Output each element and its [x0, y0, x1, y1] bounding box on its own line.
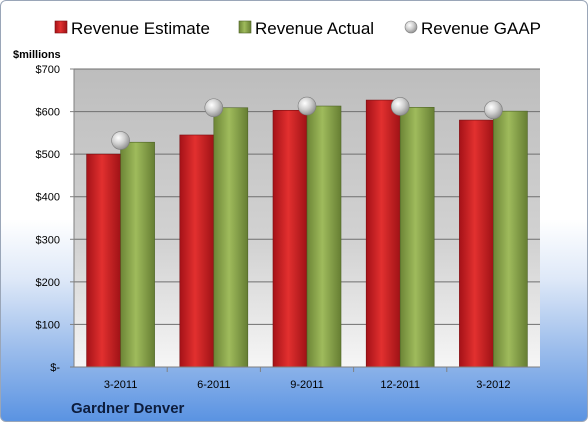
- marker-revenue-gaap: [111, 131, 130, 150]
- bar-revenue-actual: [213, 107, 249, 368]
- bar-revenue-estimate: [86, 153, 121, 368]
- marker-revenue-gaap: [297, 96, 317, 116]
- legend: Revenue Estimate Revenue Actual Revenue GA…: [54, 19, 541, 38]
- marker-revenue-gaap: [484, 100, 503, 120]
- gaap-markers: [111, 96, 503, 150]
- bar-revenue-actual: [306, 105, 342, 368]
- bar-revenue-actual: [120, 141, 155, 368]
- y-tick-label: $300: [36, 234, 60, 246]
- legend-swatch: [238, 20, 252, 34]
- marker-revenue-gaap: [390, 97, 410, 116]
- bar-revenue-estimate: [365, 99, 401, 368]
- bars: [86, 99, 528, 368]
- x-tick-label: 12-2011: [380, 379, 420, 391]
- y-tick-label: $600: [36, 107, 60, 119]
- company-name: Gardner Denver: [71, 400, 185, 417]
- legend-label: Revenue Actual: [255, 19, 374, 38]
- x-tick-label: 6-2011: [197, 379, 230, 391]
- bar-revenue-actual: [493, 110, 528, 368]
- y-tick-label: $-: [50, 362, 60, 374]
- x-tick-label: 3-2011: [104, 379, 137, 391]
- bar-revenue-estimate: [179, 134, 215, 368]
- legend-swatch: [404, 20, 418, 34]
- y-tick-label: $700: [36, 64, 60, 76]
- y-tick-label: $100: [36, 319, 60, 331]
- x-tick-label: 9-2011: [290, 379, 323, 391]
- legend-label: Revenue Estimate: [71, 19, 210, 38]
- legend-swatch: [54, 20, 68, 34]
- bar-revenue-estimate: [459, 119, 494, 368]
- y-axis: $- $100 $200 $300 $400 $500 $600 $700: [36, 64, 75, 374]
- x-axis: 3-2011 6-2011 9-2011 12-2011 3-2012: [74, 366, 540, 391]
- y-axis-title: $millions: [13, 49, 61, 61]
- y-tick-label: $200: [36, 277, 60, 289]
- legend-label: Revenue GAAP: [421, 19, 541, 38]
- bar-revenue-actual: [399, 107, 435, 368]
- marker-revenue-gaap: [204, 98, 224, 118]
- y-tick-label: $400: [36, 192, 60, 204]
- bar-revenue-estimate: [272, 109, 308, 368]
- y-tick-label: $500: [36, 149, 60, 161]
- x-tick-label: 3-2012: [476, 379, 510, 391]
